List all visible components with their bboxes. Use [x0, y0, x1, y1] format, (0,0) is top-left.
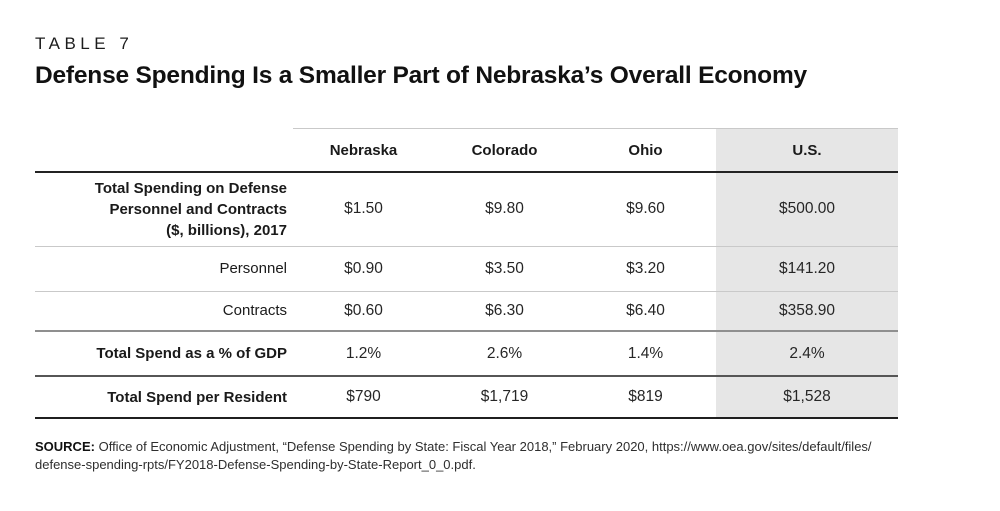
- row-label: Contracts: [35, 291, 293, 332]
- column-header-nebraska: Nebraska: [293, 128, 434, 173]
- cell-us: $1,528: [716, 376, 898, 419]
- cell-colorado: $3.50: [434, 246, 575, 292]
- cell-colorado: 2.6%: [434, 331, 575, 377]
- cell-colorado: $9.80: [434, 172, 575, 247]
- source-label: SOURCE:: [35, 439, 95, 454]
- row-label-line: Personnel and Contracts: [109, 200, 287, 218]
- cell-colorado: $6.30: [434, 291, 575, 332]
- cell-nebraska: $790: [293, 376, 434, 419]
- table-row-per-resident: Total Spend per Resident $790 $1,719 $81…: [35, 376, 898, 419]
- source-line: SOURCE: Office of Economic Adjustment, “…: [35, 438, 970, 456]
- column-header-us: U.S.: [716, 128, 898, 173]
- source-note: SOURCE: Office of Economic Adjustment, “…: [35, 438, 970, 473]
- column-header-ohio: Ohio: [575, 128, 716, 173]
- cell-ohio: 1.4%: [575, 331, 716, 377]
- table-header-row: Nebraska Colorado Ohio U.S.: [35, 128, 898, 173]
- cell-nebraska: $0.60: [293, 291, 434, 332]
- table-row-personnel: Personnel $0.90 $3.50 $3.20 $141.20: [35, 246, 898, 292]
- table-title: Defense Spending Is a Smaller Part of Ne…: [35, 62, 807, 89]
- source-text: Office of Economic Adjustment, “Defense …: [98, 439, 872, 454]
- row-label-line: Total Spending on Defense: [94, 179, 287, 197]
- cell-nebraska: 1.2%: [293, 331, 434, 377]
- cell-us: $358.90: [716, 291, 898, 332]
- cell-us: $500.00: [716, 172, 898, 247]
- row-label: Personnel: [35, 246, 293, 292]
- column-header-colorado: Colorado: [434, 128, 575, 173]
- source-line: defense-spending-rpts/FY2018-Defense-Spe…: [35, 456, 476, 472]
- cell-us: 2.4%: [716, 331, 898, 377]
- defense-spending-table: Nebraska Colorado Ohio U.S. Total Spendi…: [35, 128, 898, 419]
- table-number-label: TABLE 7: [35, 34, 134, 53]
- row-label: Total Spending on Defense Personnel and …: [35, 172, 293, 247]
- cell-us: $141.20: [716, 246, 898, 292]
- cell-ohio: $6.40: [575, 291, 716, 332]
- cell-nebraska: $1.50: [293, 172, 434, 247]
- corner-cell: [35, 128, 293, 173]
- cell-colorado: $1,719: [434, 376, 575, 419]
- cell-ohio: $9.60: [575, 172, 716, 247]
- cell-ohio: $819: [575, 376, 716, 419]
- cell-nebraska: $0.90: [293, 246, 434, 292]
- table-row-total-spending: Total Spending on Defense Personnel and …: [35, 172, 898, 247]
- row-label: Total Spend per Resident: [35, 376, 293, 419]
- table-row-contracts: Contracts $0.60 $6.30 $6.40 $358.90: [35, 291, 898, 332]
- row-label-line: ($, billions), 2017: [166, 221, 287, 239]
- row-label: Total Spend as a % of GDP: [35, 331, 293, 377]
- cell-ohio: $3.20: [575, 246, 716, 292]
- table-row-pct-gdp: Total Spend as a % of GDP 1.2% 2.6% 1.4%…: [35, 331, 898, 377]
